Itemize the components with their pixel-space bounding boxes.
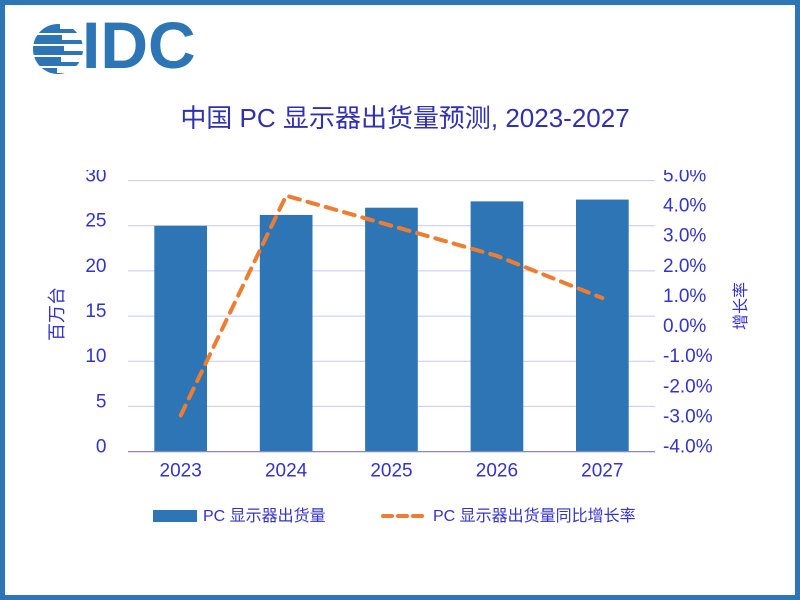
svg-text:25: 25 [85,211,106,232]
svg-text:0: 0 [96,437,107,458]
svg-text:2025: 2025 [370,461,412,482]
svg-text:-3.0%: -3.0% [663,406,713,427]
svg-text:1.0%: 1.0% [663,286,706,307]
svg-text:0.0%: 0.0% [663,316,706,337]
svg-text:5: 5 [96,391,107,412]
svg-text:PC 显示器出货量同比增长率: PC 显示器出货量同比增长率 [433,507,636,525]
svg-text:-2.0%: -2.0% [663,376,713,397]
svg-text:-4.0%: -4.0% [663,437,713,458]
svg-text:3.0%: 3.0% [663,226,706,247]
svg-text:百万台: 百万台 [47,287,67,341]
svg-text:PC 显示器出货量: PC 显示器出货量 [203,507,326,525]
svg-text:5.0%: 5.0% [663,170,706,187]
svg-text:10: 10 [85,346,106,367]
svg-text:增长率: 增长率 [732,282,750,330]
svg-text:-1.0%: -1.0% [663,346,713,367]
svg-text:2024: 2024 [265,461,308,482]
svg-text:2023: 2023 [160,461,202,482]
svg-text:30: 30 [85,170,106,187]
svg-text:2026: 2026 [476,461,518,482]
svg-text:20: 20 [85,256,106,277]
svg-text:2027: 2027 [581,461,623,482]
svg-text:2.0%: 2.0% [663,256,706,277]
svg-text:4.0%: 4.0% [663,196,706,217]
svg-text:IDC: IDC [82,8,196,82]
svg-text:15: 15 [85,301,106,322]
